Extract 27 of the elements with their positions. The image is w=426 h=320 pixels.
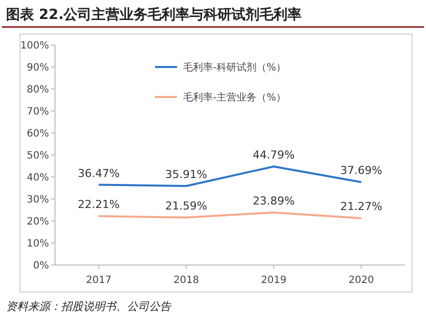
x-tick-label: 2018 [174,275,199,286]
y-tick-label: 60% [26,128,49,140]
legend-label: 毛利率-科研试剂（%） [183,62,286,74]
data-label: 23.89% [252,194,295,208]
data-label: 36.47% [78,166,120,180]
data-label: 22.21% [78,198,120,212]
data-label: 21.27% [340,200,382,214]
text: 资料来源：招股说明书、公司公告 [6,300,172,313]
y-tick-label: 10% [26,238,49,250]
y-tick-label: 80% [26,84,49,96]
data-label: 37.69% [340,164,382,178]
x-tick-label: 2019 [261,275,286,286]
y-tick-label: 50% [26,150,49,162]
x-tick-label: 2017 [86,275,112,286]
chart-title: 图表 22.公司主营业务毛利率与科研试剂毛利率 [6,6,302,23]
y-tick-label: 40% [26,172,49,184]
data-label: 44.79% [252,148,295,162]
data-label: 35.91% [165,168,208,181]
data-label: 21.59% [165,200,208,212]
y-tick-label: 30% [26,194,49,206]
x-tick-label: 2020 [348,275,374,286]
y-tick-label: 20% [26,216,49,228]
legend-label: 毛利率-主营业务（%） [183,92,286,104]
y-tick-label: 100% [20,40,49,52]
y-tick-label: 90% [26,62,49,74]
y-tick-label: 70% [26,106,49,118]
y-tick-label: 0% [33,260,49,272]
